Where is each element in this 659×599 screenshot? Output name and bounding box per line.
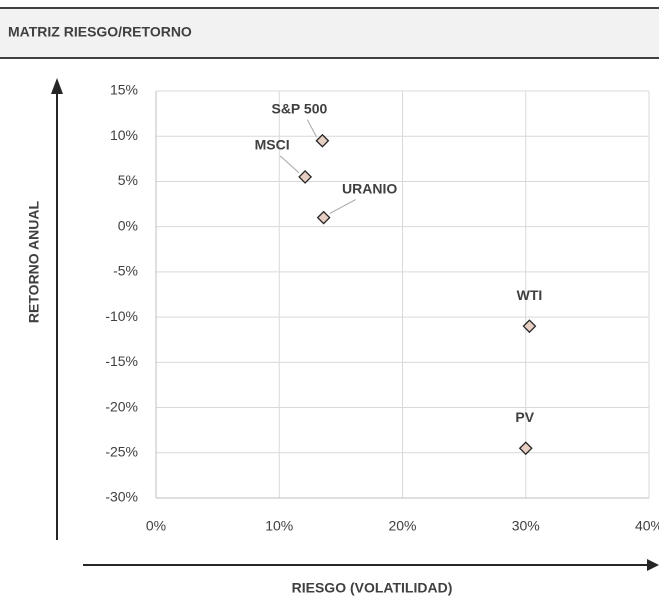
y-tick-label: -5% [113,263,138,279]
x-tick-label: 20% [388,518,416,534]
x-axis-label: RIESGO (VOLATILIDAD) [292,580,453,596]
x-tick-label: 40% [635,518,659,534]
x-tick-label: 0% [146,518,166,534]
point-label: PV [515,409,534,425]
point [518,441,533,456]
x-arrowhead [647,559,659,571]
point-label: S&P 500 [271,100,327,116]
leader-line [306,119,317,137]
y-tick-label: -20% [105,398,138,414]
x-tick-label: 30% [512,518,540,534]
point [316,210,331,225]
y-tick-label: 10% [110,127,138,143]
header-band [0,8,659,58]
y-tick-label: -30% [105,489,138,505]
y-axis-label: RETORNO ANUAL [26,201,42,324]
leader-line [279,155,300,174]
y-tick-label: -25% [105,443,138,459]
y-tick-label: -15% [105,353,138,369]
y-tick-label: 0% [118,217,138,233]
x-tick-label: 10% [265,518,293,534]
chart-title: MATRIZ RIESGO/RETORNO [8,24,192,40]
point [522,319,537,334]
point-label: URANIO [342,180,397,196]
y-arrowhead [51,78,63,94]
y-tick-label: 5% [118,172,138,188]
point [315,133,330,148]
point [298,170,313,184]
y-tick-label: -10% [105,308,138,324]
point-label: WTI [517,287,543,303]
y-tick-label: 15% [110,82,138,98]
point-label: MSCI [255,137,290,153]
leader-line [329,199,356,215]
